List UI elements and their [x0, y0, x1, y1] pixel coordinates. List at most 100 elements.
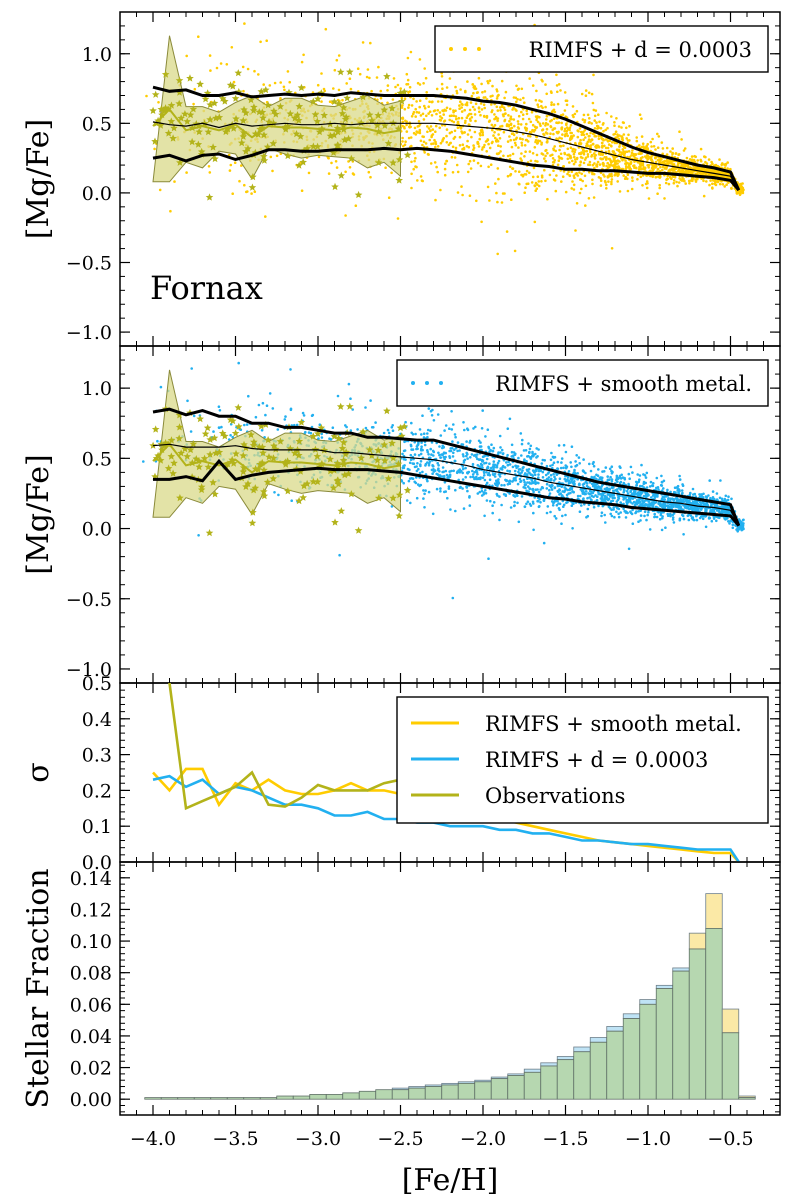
- model-point: [644, 481, 647, 485]
- model-point: [589, 469, 593, 473]
- model-point: [654, 148, 657, 151]
- model-point: [466, 139, 469, 143]
- model-point: [591, 142, 595, 146]
- model-point: [480, 108, 484, 111]
- model-point: [523, 155, 526, 158]
- observation-star: [164, 105, 172, 113]
- model-point: [730, 497, 733, 501]
- model-point: [538, 99, 541, 102]
- model-point: [277, 493, 280, 497]
- model-point: [450, 119, 454, 123]
- model-point: [432, 109, 436, 113]
- model-point: [185, 54, 188, 58]
- model-point: [549, 486, 553, 489]
- model-point: [718, 510, 721, 514]
- model-point: [666, 161, 669, 165]
- model-point: [271, 407, 275, 410]
- model-point: [522, 96, 525, 100]
- model-point: [452, 469, 456, 473]
- model-point: [541, 122, 545, 125]
- model-point: [490, 123, 494, 127]
- model-point: [459, 88, 462, 91]
- model-point: [440, 453, 443, 456]
- y-tick-label: 0.0: [82, 183, 112, 205]
- model-point: [458, 144, 462, 147]
- model-point: [698, 493, 701, 496]
- model-point: [601, 144, 604, 148]
- model-point: [672, 503, 676, 506]
- model-point: [595, 163, 599, 166]
- model-point: [708, 168, 712, 171]
- observation-star: [226, 81, 235, 89]
- model-point: [423, 104, 426, 108]
- model-point: [445, 141, 449, 144]
- model-point: [514, 170, 517, 173]
- model-point: [390, 426, 394, 429]
- model-point: [456, 191, 460, 194]
- model-point: [578, 141, 581, 145]
- model-point: [426, 125, 429, 128]
- model-point: [481, 458, 484, 462]
- model-point: [524, 486, 527, 490]
- model-point: [669, 499, 672, 503]
- model-point: [337, 54, 341, 57]
- model-point: [534, 139, 538, 142]
- model-point: [618, 160, 621, 163]
- model-point: [431, 472, 434, 476]
- model-point: [511, 108, 514, 111]
- model-point: [540, 462, 544, 465]
- model-point: [445, 106, 449, 110]
- y-tick-label: 0.5: [82, 113, 112, 135]
- model-point: [208, 54, 212, 57]
- model-point: [593, 127, 597, 130]
- model-point: [492, 463, 495, 466]
- observation-star: [206, 100, 214, 109]
- observation-star: [336, 68, 345, 76]
- model-point: [606, 166, 610, 169]
- model-point: [638, 478, 641, 482]
- model-point: [582, 113, 586, 117]
- observation-star: [368, 116, 376, 124]
- model-point: [509, 172, 513, 176]
- observation-star: [256, 125, 264, 133]
- model-point: [495, 89, 499, 93]
- model-point: [505, 124, 509, 128]
- model-point: [438, 111, 442, 114]
- model-point: [410, 172, 413, 176]
- model-point: [666, 177, 669, 181]
- model-point: [618, 190, 622, 193]
- observation-star: [177, 114, 185, 122]
- observation-star: [169, 134, 177, 142]
- model-point: [550, 451, 553, 455]
- model-point: [536, 142, 539, 145]
- model-point: [481, 455, 485, 459]
- model-point: [617, 515, 621, 519]
- model-point: [541, 153, 545, 156]
- model-point: [707, 494, 710, 497]
- model-point: [556, 460, 560, 464]
- observation-star: [239, 128, 248, 136]
- model-point: [402, 144, 405, 148]
- observation-star: [200, 119, 209, 127]
- model-point: [410, 144, 413, 148]
- model-point: [622, 174, 625, 177]
- model-point: [415, 110, 419, 114]
- model-point: [410, 115, 414, 118]
- model-point: [483, 143, 486, 147]
- model-point: [531, 454, 535, 458]
- model-point: [553, 110, 557, 114]
- model-point: [591, 132, 595, 136]
- model-point: [590, 122, 593, 125]
- model-point: [464, 119, 467, 123]
- model-point: [480, 489, 484, 493]
- model-point: [471, 83, 475, 86]
- model-point: [415, 445, 419, 448]
- observation-star: [237, 138, 246, 147]
- model-point: [496, 461, 500, 465]
- model-point: [465, 101, 469, 104]
- model-point: [337, 88, 341, 92]
- model-point: [427, 112, 430, 115]
- model-point: [537, 105, 540, 109]
- model-point: [627, 472, 631, 476]
